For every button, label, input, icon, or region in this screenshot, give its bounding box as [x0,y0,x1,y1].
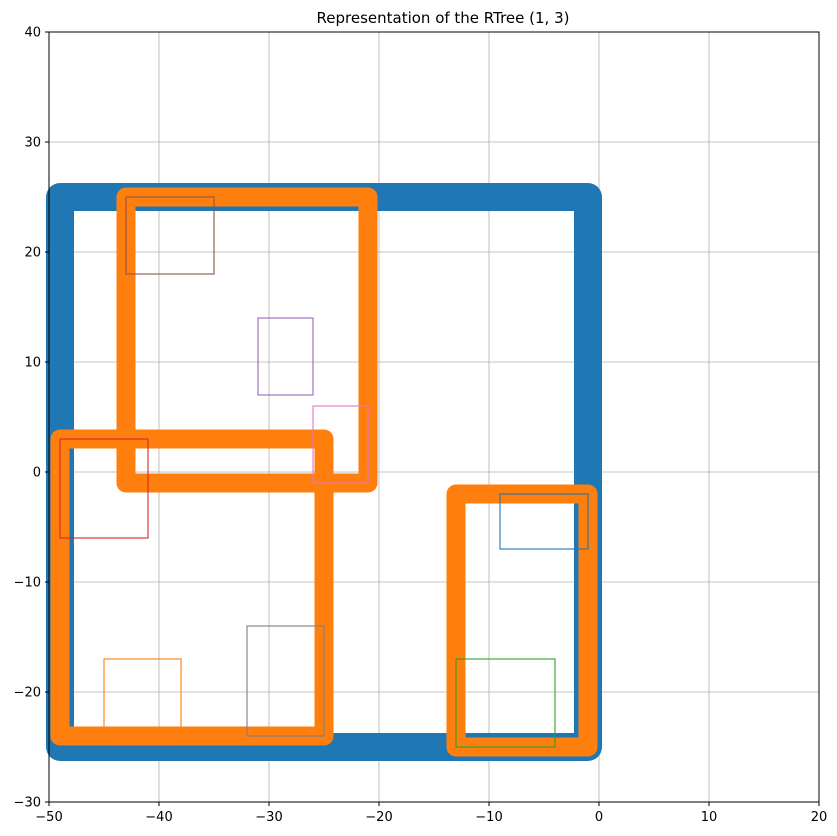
leaf-entry-rect [455,658,556,748]
y-tick-label: −10 [14,576,41,591]
y-tick-label: 20 [24,246,41,261]
x-tick-label: −50 [35,810,62,825]
leaf-entry-rect [103,658,182,737]
leaf-entry-rect [312,405,369,484]
x-tick-label: −10 [475,810,502,825]
y-tick-label: −30 [14,796,41,811]
x-tick-label: −20 [365,810,392,825]
axes-frame [48,31,820,803]
inner-node-rect [116,187,378,493]
y-tick-label: 10 [24,356,41,371]
x-tick-label: −40 [145,810,172,825]
y-tick-label: −20 [14,686,41,701]
x-tick-label: 10 [701,810,718,825]
axis-layer: −50 −40 −30 −20 −10 0 10 20 −30 −20 −10 0 10 20 30 40 [14,26,828,826]
y-tick-label: 40 [24,26,41,41]
leaf-entry-rect [246,625,325,737]
grid-layer [48,31,820,803]
y-tick-label: 0 [33,466,41,481]
leaf-entry-rect [59,438,149,539]
marks-layer [46,183,602,761]
inner-node-rect [50,429,334,746]
x-tick-label: 20 [811,810,828,825]
x-tick-label: 0 [595,810,603,825]
y-tick-label: 30 [24,136,41,151]
chart-title: Representation of the RTree (1, 3) [317,9,570,27]
leaf-entry-rect [125,196,215,275]
leaf-entry-rect [499,493,589,550]
x-tick-label: −30 [255,810,282,825]
leaf-entry-rect [257,317,314,396]
inner-node-rect [446,484,598,757]
